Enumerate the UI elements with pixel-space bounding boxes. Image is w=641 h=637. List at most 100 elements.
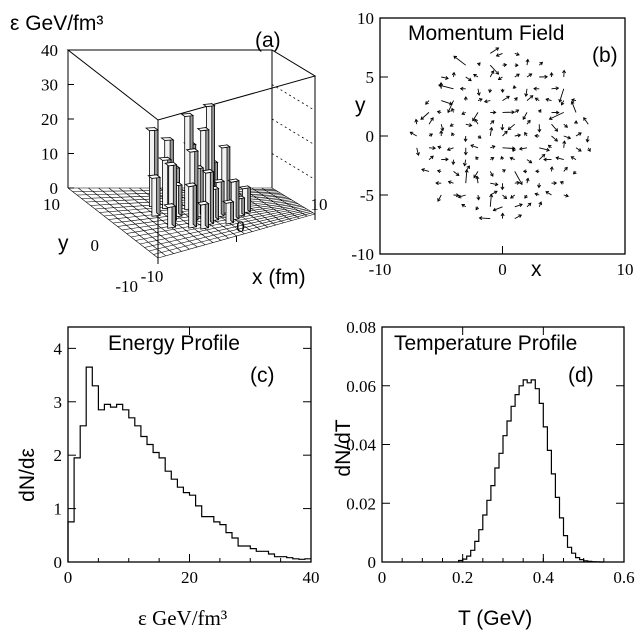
b-arrow [583, 117, 589, 125]
b-arrowhead [534, 133, 538, 138]
b-arrowhead [470, 144, 475, 148]
b-arrow [545, 98, 552, 102]
b-arrowhead [414, 118, 419, 123]
b-arrow [440, 124, 444, 131]
b-arrowhead [453, 55, 458, 60]
a-bar-top [238, 185, 252, 190]
b-arrowhead [445, 76, 449, 80]
a-bar-side [209, 168, 214, 225]
b-arrowhead [546, 147, 550, 152]
b-arrowhead [564, 166, 568, 171]
b-arrow [551, 135, 558, 142]
c-title: Energy Profile [108, 332, 240, 355]
b-arrow [545, 191, 552, 196]
b-arrowhead [463, 96, 468, 100]
b-arrowhead [416, 152, 420, 156]
b-arrowhead [503, 195, 508, 200]
b-arrow [493, 206, 503, 211]
b-arrowhead [459, 86, 464, 91]
b-arrowhead [560, 101, 565, 106]
c-xlabel: ε GeV/fm³ [138, 606, 227, 630]
b-arrowhead [545, 97, 550, 102]
b-arrow [538, 154, 546, 160]
b-arrowhead [578, 148, 582, 152]
b-xlabel: x [531, 258, 542, 281]
a-frame-top [66, 49, 317, 121]
d-ytick-label: 0.06 [346, 377, 376, 396]
b-arrow [538, 201, 542, 207]
a-ztick-label: 40 [41, 41, 58, 60]
a-bar-side [220, 178, 225, 217]
b-arrow [489, 64, 499, 75]
b-arrow [563, 141, 565, 148]
b-arrowhead [555, 86, 560, 91]
b-arrowhead [492, 110, 497, 115]
a-ytick-label: 0 [91, 236, 100, 255]
b-arrowhead [421, 168, 425, 172]
b-arrowhead [541, 153, 546, 158]
b-arrowhead [476, 92, 481, 96]
b-arrowhead [549, 166, 554, 170]
b-arrowhead [509, 156, 514, 161]
d-ytick-label: 0.04 [346, 436, 376, 455]
b-arrowhead [495, 47, 500, 51]
a-grid-line [271, 187, 316, 215]
b-arrow [526, 159, 532, 164]
b-arrow [490, 47, 499, 54]
b-arrowhead [489, 126, 494, 131]
b-arrowhead [529, 95, 534, 99]
b-arrowhead [510, 195, 514, 199]
b-arrow [549, 111, 564, 120]
a-xtick-label: 10 [311, 195, 328, 214]
b-arrowhead [468, 77, 472, 82]
b-arrowhead [437, 145, 442, 150]
b-arrowhead [435, 181, 439, 186]
b-arrowhead [468, 123, 473, 128]
b-arrowhead [548, 116, 553, 120]
c-xtick-label: 0 [64, 568, 73, 587]
a-bar-side [241, 195, 245, 216]
b-arrowhead [519, 181, 523, 186]
b-arrowhead [463, 138, 468, 143]
b-arrowhead [494, 182, 499, 187]
a-bar-top [202, 103, 216, 108]
b-arrowhead [547, 144, 552, 149]
b-arrow [514, 134, 521, 137]
b-arrow [470, 144, 479, 149]
b-arrowhead [527, 202, 532, 207]
b-arrowhead [463, 162, 467, 167]
b-arrowhead [432, 146, 437, 151]
b-arrow [484, 100, 491, 103]
b-arrow [447, 147, 454, 151]
b-arrow [519, 147, 528, 150]
a-bar-top [201, 169, 215, 174]
b-arrowhead [570, 100, 575, 105]
b-arrowhead [439, 130, 444, 134]
a-xtick-label: -10 [141, 267, 164, 286]
b-arrowhead [519, 203, 523, 208]
b-arrow [563, 135, 571, 139]
b-arrow [526, 95, 534, 101]
b-arrow [437, 194, 442, 202]
b-arrowhead [562, 140, 567, 145]
c-histogram-line [67, 366, 311, 562]
a-ytick-label: -10 [115, 277, 138, 296]
b-arrowhead [500, 89, 505, 93]
b-arrow [514, 73, 520, 78]
b-arrowhead [451, 132, 455, 137]
b-arrowhead [527, 119, 531, 124]
c-ylabel: dN/dε [16, 448, 39, 502]
b-arrow [502, 194, 507, 199]
b-arrowhead [524, 194, 528, 199]
b-arrowhead [534, 192, 539, 197]
b-arrow [465, 76, 472, 81]
b-arrowhead [457, 194, 462, 199]
b-xtick-label: -10 [369, 260, 392, 279]
b-arrow [525, 88, 528, 97]
b-arrow [489, 194, 492, 207]
b-arrowhead [488, 89, 493, 94]
b-arrowhead [515, 109, 520, 113]
b-arrow [474, 119, 479, 125]
b-arrowhead [545, 191, 550, 195]
b-arrowhead [477, 62, 481, 66]
